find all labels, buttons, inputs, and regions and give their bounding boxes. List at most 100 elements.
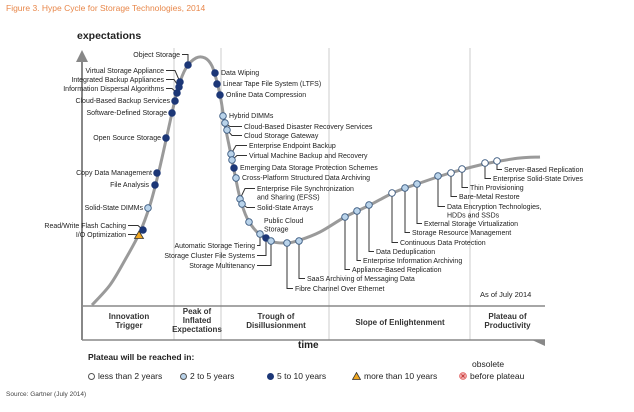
legend-item-more-than-10: more than 10 years — [352, 371, 437, 381]
leader-line — [257, 241, 272, 266]
technology-label: I/O Optimization — [76, 232, 126, 239]
obsolete-x-circle-icon — [459, 372, 467, 380]
source-note: Source: Gartner (July 2014) — [6, 391, 87, 398]
leader-line — [356, 214, 361, 261]
technology-label: Storage Multitenancy — [189, 263, 255, 270]
leader-line — [484, 166, 491, 179]
technology-marker[interactable] — [283, 239, 291, 247]
technology-marker[interactable] — [162, 134, 170, 142]
leader-line — [368, 208, 374, 252]
technology-label: Hybrid DIMMs — [229, 113, 274, 120]
technology-label: Enterprise File Synchronization — [257, 186, 354, 193]
technology-marker[interactable] — [295, 237, 303, 245]
technology-marker[interactable] — [228, 156, 236, 164]
technology-marker[interactable] — [458, 165, 466, 173]
legend-label: less than 2 years — [98, 371, 163, 381]
technology-marker[interactable] — [365, 201, 373, 209]
phase-plateau: Plateau of Productivity — [470, 312, 545, 330]
technology-marker[interactable] — [388, 189, 396, 197]
technology-marker[interactable] — [434, 172, 442, 180]
phase-label-line: Plateau of — [488, 312, 527, 321]
technology-marker[interactable] — [232, 174, 240, 182]
leader-line — [257, 238, 267, 256]
x-axis-label: time — [298, 340, 319, 351]
technology-marker[interactable] — [168, 109, 176, 117]
leader-line — [298, 244, 305, 279]
legend-item-5-to-10: 5 to 10 years — [267, 371, 326, 381]
y-axis-label: expectations — [77, 30, 142, 42]
technology-marker[interactable] — [184, 61, 192, 69]
technology-marker[interactable] — [267, 237, 275, 245]
phase-peak: Peak of Inflated Expectations — [168, 307, 226, 334]
legend-label: 2 to 5 years — [190, 371, 235, 381]
triangle-marker-icon[interactable] — [133, 230, 145, 239]
phase-trough: Trough of Disillusionment — [224, 312, 328, 330]
technology-marker[interactable] — [353, 207, 361, 215]
technology-label: Read/Write Flash Caching — [44, 223, 126, 230]
legend-title: Plateau will be reached in: — [88, 352, 195, 362]
technology-label: Thin Provisioning — [470, 185, 524, 192]
triangle-icon — [352, 372, 361, 380]
technology-label: Virtual Storage Appliance — [86, 68, 165, 75]
legend-item-obsolete: before plateau — [459, 371, 524, 381]
technology-marker[interactable] — [153, 169, 161, 177]
technology-marker[interactable] — [211, 69, 219, 77]
technology-marker[interactable] — [230, 164, 238, 172]
technology-marker[interactable] — [221, 119, 229, 127]
legend-label: more than 10 years — [364, 371, 438, 381]
technology-label: Enterprise Solid-State Drives — [493, 176, 583, 183]
technology-label: Data Encryption Technologies, — [447, 204, 541, 211]
technology-marker[interactable] — [493, 157, 501, 165]
leader-line — [404, 191, 410, 233]
technology-marker[interactable] — [401, 184, 409, 192]
technology-marker[interactable] — [171, 97, 179, 105]
leader-line — [391, 196, 398, 243]
legend-obsolete-line1: obsolete — [472, 359, 505, 369]
phase-label-line: Slope of Enlightenment — [355, 318, 445, 327]
technology-label: Object Storage — [133, 52, 180, 59]
technology-marker[interactable] — [144, 204, 152, 212]
white-circle-icon — [88, 372, 95, 380]
technology-marker[interactable] — [173, 89, 181, 97]
technology-label: Solid-State DIMMs — [85, 205, 144, 212]
technology-marker[interactable] — [341, 213, 349, 221]
technology-label: Enterprise Information Archiving — [363, 258, 462, 265]
technology-marker[interactable] — [223, 126, 231, 134]
technology-label: Software-Defined Storage — [86, 110, 167, 117]
phase-label-line: Trough of — [257, 312, 295, 321]
technology-label: Fibre Channel Over Ethernet — [295, 286, 385, 293]
phase-label-line: Peak of — [182, 307, 212, 316]
phase-label-line: Inflated — [182, 316, 212, 325]
technology-label: Storage Resource Management — [412, 230, 511, 237]
leader-line — [257, 234, 261, 246]
technology-marker[interactable] — [216, 91, 224, 99]
technology-marker[interactable] — [413, 180, 421, 188]
technology-label: External Storage Virtualization — [424, 221, 518, 228]
technology-marker[interactable] — [238, 200, 246, 208]
technology-label: Data Wiping — [221, 70, 259, 77]
phase-label-line: Expectations — [172, 325, 222, 334]
phase-slope: Slope of Enlightenment — [330, 318, 470, 327]
technology-marker[interactable] — [481, 159, 489, 167]
legend-label: 5 to 10 years — [277, 371, 327, 381]
technology-label-line2: Storage — [264, 227, 289, 234]
technology-marker[interactable] — [447, 169, 455, 177]
technology-label: Solid-State Arrays — [257, 205, 314, 212]
technology-marker[interactable] — [245, 218, 253, 226]
technology-label: Cross-Platform Structured Data Archiving — [242, 175, 370, 182]
leader-line — [437, 179, 445, 207]
technology-marker[interactable] — [139, 226, 147, 234]
technology-marker[interactable] — [213, 80, 221, 88]
technology-label: Public Cloud — [264, 218, 303, 225]
technology-label: Server-Based Replication — [504, 167, 583, 174]
technology-marker[interactable] — [256, 230, 264, 238]
technology-marker[interactable] — [151, 181, 159, 189]
leader-line — [239, 188, 255, 200]
technology-label: Automatic Storage Tiering — [174, 243, 255, 250]
technology-marker[interactable] — [219, 112, 227, 120]
technology-label: File Analysis — [110, 182, 149, 189]
technology-marker[interactable] — [227, 150, 235, 158]
phase-innovation-trigger: Innovation Trigger — [84, 312, 174, 330]
leader-line — [344, 220, 350, 270]
